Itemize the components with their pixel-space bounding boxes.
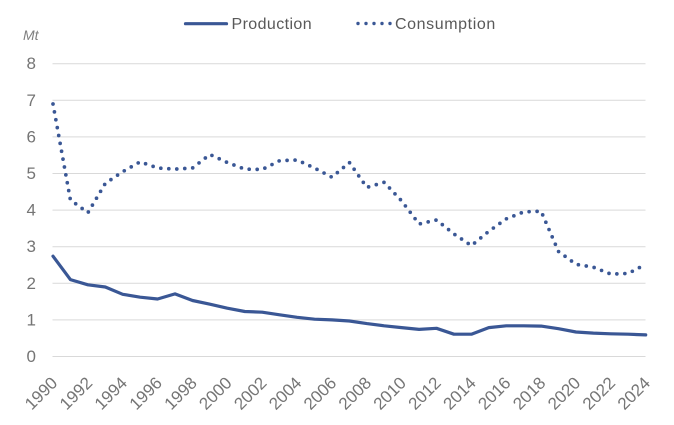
svg-text:0: 0: [27, 347, 36, 366]
svg-text:4: 4: [27, 201, 36, 220]
svg-text:6: 6: [27, 127, 36, 146]
svg-text:5: 5: [27, 164, 36, 183]
svg-text:8: 8: [27, 54, 36, 73]
svg-text:Mt: Mt: [23, 27, 40, 43]
svg-text:1: 1: [27, 310, 36, 329]
svg-text:3: 3: [27, 237, 36, 256]
svg-text:Production: Production: [232, 16, 313, 33]
svg-text:2: 2: [27, 274, 36, 293]
svg-text:7: 7: [27, 91, 36, 110]
svg-text:Consumption: Consumption: [395, 16, 496, 33]
